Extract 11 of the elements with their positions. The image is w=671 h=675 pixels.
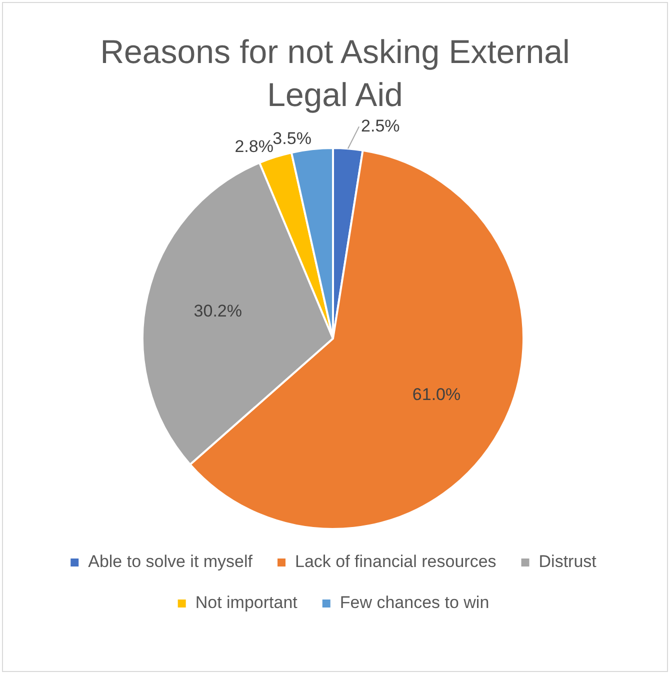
chart-title: Reasons for not Asking External Legal Aid [99,32,571,115]
legend-label: Lack of financial resources [295,552,496,571]
legend-label: Able to solve it myself [88,552,253,571]
data-label: 2.5% [361,116,400,136]
data-label: 2.8% [234,136,274,156]
data-label: 3.5% [272,128,312,148]
legend-label: Not important [195,592,298,612]
legend-label: Few chances to win [340,592,490,612]
legend-label: Distrust [538,552,597,571]
data-label: 30.2% [194,301,242,320]
data-label: 61.0% [412,384,461,404]
